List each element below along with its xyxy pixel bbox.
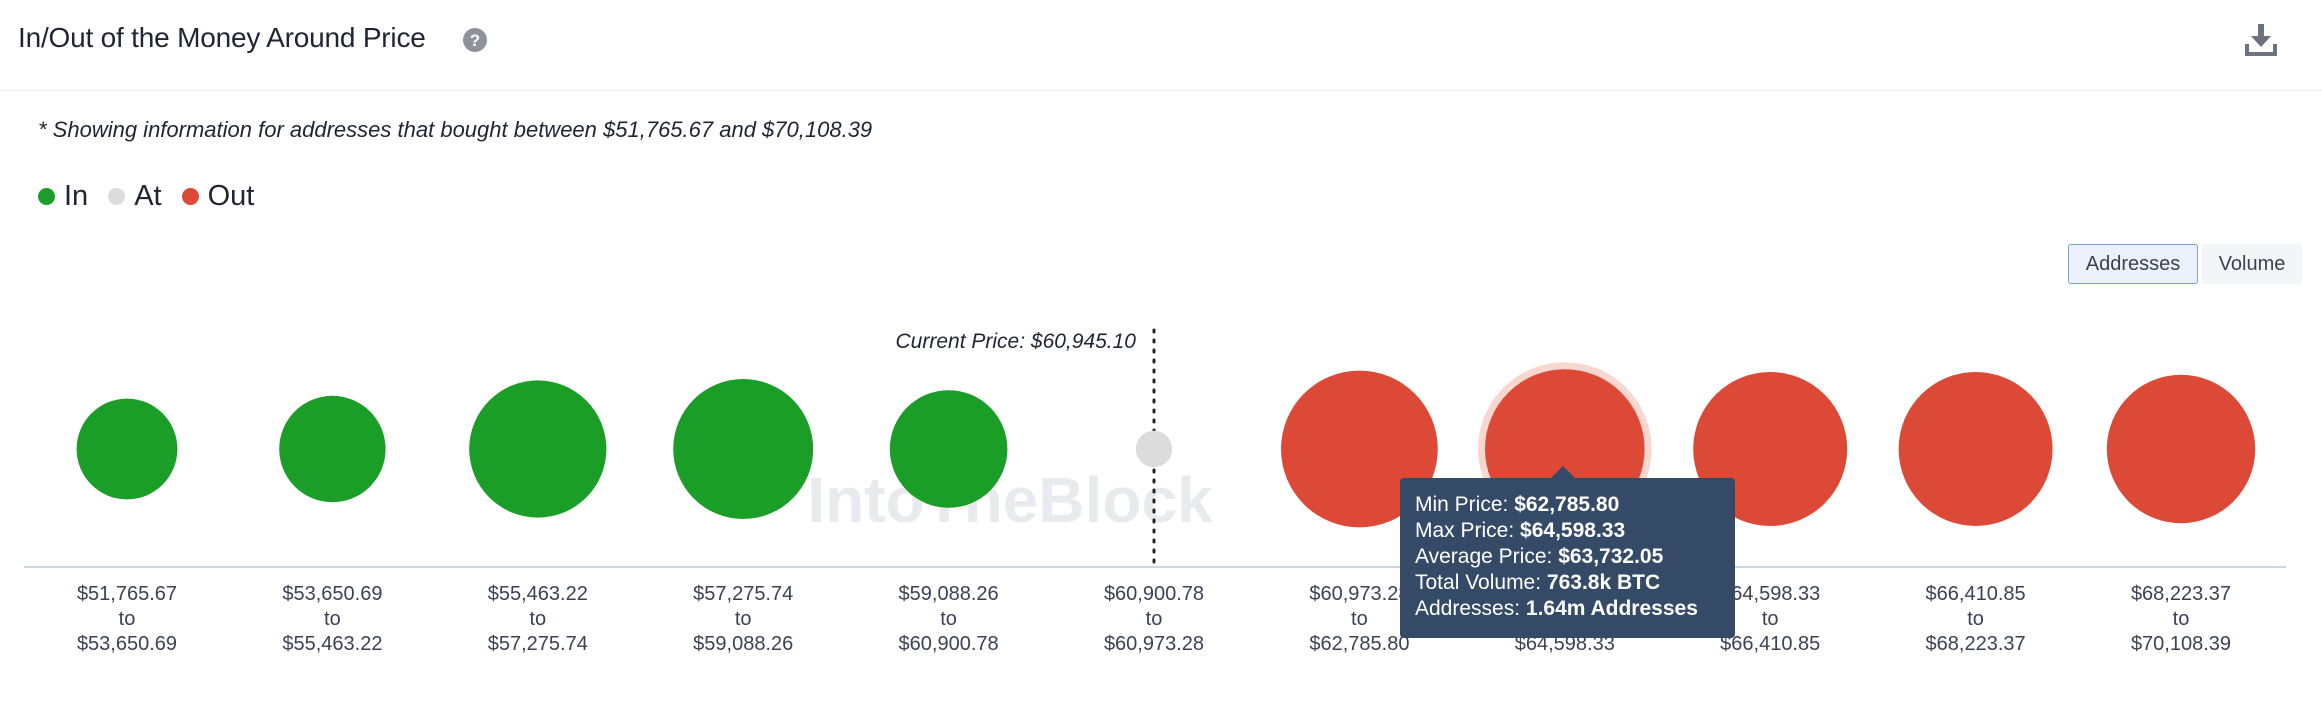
tick-label-from: $55,463.22 <box>488 583 588 605</box>
bubble-6[interactable] <box>1281 370 1438 528</box>
current-price-label: Current Price: $60,945.10 <box>896 330 1137 353</box>
tick-label-to: to <box>529 608 546 630</box>
tooltip-min-row: Min Price: $62,785.80 <box>1415 493 1620 516</box>
tick-label-end: $66,410.85 <box>1720 633 1820 655</box>
chart-header: In/Out of the Money Around Price ? <box>0 0 2322 91</box>
legend-item-out[interactable]: Out <box>181 180 255 213</box>
chart-title: In/Out of the Money Around Price <box>18 22 426 53</box>
tick-label-end: $68,223.37 <box>1926 633 2026 655</box>
tick-label-from: $68,223.37 <box>2131 583 2231 605</box>
tick-label-to: to <box>940 608 957 630</box>
bubble-2[interactable] <box>469 380 607 518</box>
download-icon[interactable] <box>2244 22 2278 58</box>
bubble-9[interactable] <box>1898 372 2053 526</box>
bubble-10[interactable] <box>2106 374 2256 524</box>
bubble-1[interactable] <box>279 395 386 503</box>
tick-label-to: to <box>1351 608 1368 630</box>
chart-legend: In At Out <box>38 180 274 213</box>
tick-label-from: $59,088.26 <box>899 583 999 605</box>
watermark-text: IntoTheBlock <box>807 464 1213 536</box>
bubble-0[interactable] <box>76 398 178 500</box>
legend-out-dot <box>181 188 199 205</box>
tooltip-addresses-row: Addresses: 1.64m Addresses <box>1415 597 1698 620</box>
tick-label-to: to <box>735 608 752 630</box>
tick-label-from: $57,275.74 <box>693 583 793 605</box>
legend-item-in[interactable]: In <box>38 180 88 213</box>
tooltip-arrow <box>1551 466 1575 478</box>
addresses-toggle-button[interactable]: Addresses <box>2068 244 2198 284</box>
svg-text:?: ? <box>470 31 480 50</box>
tick-label-end: $57,275.74 <box>488 633 588 655</box>
bubble-3[interactable] <box>673 379 814 519</box>
price-tooltip: Min Price: $62,785.80 Max Price: $64,598… <box>1400 478 1735 638</box>
tick-label-from: $60,900.78 <box>1104 583 1204 605</box>
tick-label-end: $62,785.80 <box>1309 633 1409 655</box>
tooltip-max-row: Max Price: $64,598.33 <box>1415 519 1626 542</box>
tooltip-volume-row: Total Volume: 763.8k BTC <box>1415 571 1661 594</box>
tick-label-to: to <box>119 608 136 630</box>
bubble-5[interactable] <box>1135 430 1173 468</box>
tick-label-from: $60,973.28 <box>1309 583 1409 605</box>
bubble-chart: IntoTheBlock Current Price: $60,945.10 $51… <box>24 328 2286 655</box>
tick-label-from: $66,410.85 <box>1926 583 2026 605</box>
tick-label-end: $59,088.26 <box>693 633 793 655</box>
legend-at-label: At <box>134 180 162 212</box>
tick-label-end: $60,900.78 <box>899 633 999 655</box>
tick-label-from: $64,598.33 <box>1720 583 1820 605</box>
legend-out-label: Out <box>207 180 255 212</box>
legend-at-dot <box>108 188 126 205</box>
legend-in-dot <box>38 188 55 205</box>
tick-label-to: to <box>1967 608 1984 630</box>
tooltip-avg-row: Average Price: $63,732.05 <box>1415 545 1664 568</box>
tick-label-from: $51,765.67 <box>77 583 177 605</box>
tick-label-to: to <box>1146 608 1163 630</box>
legend-item-at[interactable]: At <box>108 180 162 213</box>
volume-toggle-button[interactable]: Volume <box>2202 244 2302 284</box>
tick-label-to: to <box>2173 608 2190 630</box>
tick-label-to: to <box>324 608 341 630</box>
tick-label-to: to <box>1762 608 1779 630</box>
tick-label-end: $70,108.39 <box>2131 633 2231 655</box>
question-circle-icon[interactable]: ? <box>462 27 488 53</box>
tick-label-end: $55,463.22 <box>282 633 382 655</box>
tick-label-end: $60,973.28 <box>1104 633 1204 655</box>
bubble-4[interactable] <box>889 390 1008 508</box>
legend-in-label: In <box>64 180 89 212</box>
info-note: * Showing information for addresses that… <box>38 117 873 142</box>
tick-label-from: $53,650.69 <box>282 583 382 605</box>
tick-label-end: $64,598.33 <box>1515 633 1615 655</box>
tick-label-end: $53,650.69 <box>77 633 177 655</box>
